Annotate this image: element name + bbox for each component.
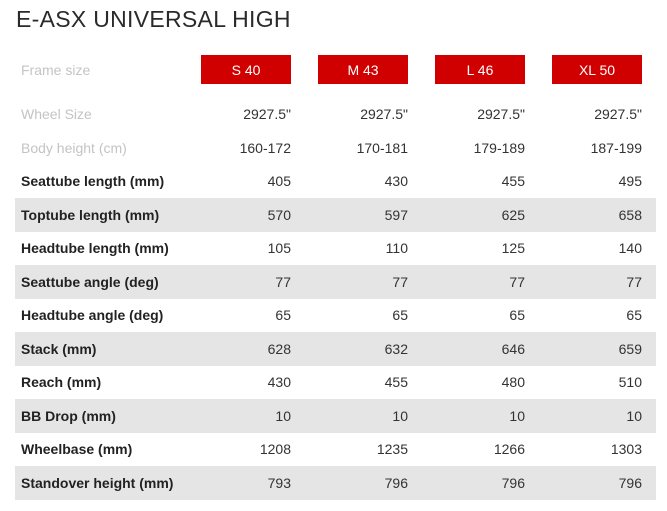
table-cell: 796 xyxy=(384,474,408,491)
table-cell: 632 xyxy=(384,340,408,357)
row-label: BB Drop (mm) xyxy=(21,407,116,424)
table-row-reach: Reach (mm) 430 455 480 510 xyxy=(15,366,656,400)
table-cell: 659 xyxy=(618,340,642,357)
table-cell: 110 xyxy=(385,240,408,257)
table-cell: 2927.5" xyxy=(243,106,291,123)
row-label: Body height (cm) xyxy=(21,139,127,156)
table-row-body-height: Body height (cm) 160-172 170-181 179-189… xyxy=(15,131,656,165)
table-cell: 170-181 xyxy=(356,139,408,156)
table-cell: 570 xyxy=(267,206,291,223)
table-cell: 2927.5" xyxy=(360,106,408,123)
table-cell: 179-189 xyxy=(473,139,525,156)
table-cell: 10 xyxy=(509,407,525,424)
table-cell: 2927.5" xyxy=(477,106,525,123)
table-row-bb-drop: BB Drop (mm) 10 10 10 10 xyxy=(15,399,656,433)
table-row-wheelbase: Wheelbase (mm) 1208 1235 1266 1303 xyxy=(15,433,656,467)
row-label: Stack (mm) xyxy=(21,340,97,357)
size-button-s40[interactable]: S 40 xyxy=(201,55,291,84)
table-cell: 480 xyxy=(501,374,525,391)
table-cell: 65 xyxy=(392,307,408,324)
page-title: E-ASX UNIVERSAL HIGH xyxy=(16,6,291,32)
frame-size-label: Frame size xyxy=(21,61,91,78)
table-cell: 77 xyxy=(392,273,408,290)
table-cell: 10 xyxy=(626,407,642,424)
table-cell: 495 xyxy=(618,173,642,190)
table-cell: 455 xyxy=(501,173,525,190)
table-row-headtube-angle: Headtube angle (deg) 65 65 65 65 xyxy=(15,299,656,333)
table-cell: 625 xyxy=(501,206,525,223)
table-cell: 160-172 xyxy=(239,139,291,156)
table-cell: 1266 xyxy=(493,441,525,458)
spacer xyxy=(15,87,656,98)
table-row-seattube-angle: Seattube angle (deg) 77 77 77 77 xyxy=(15,265,656,299)
table-cell: 65 xyxy=(626,307,642,324)
table-cell: 65 xyxy=(509,307,525,324)
table-cell: 65 xyxy=(275,307,291,324)
size-button-xl50[interactable]: XL 50 xyxy=(552,55,642,84)
table-cell: 646 xyxy=(501,340,525,357)
geometry-table: Frame size S 40 M 43 L 46 XL 50 Wheel Si… xyxy=(15,53,656,500)
table-cell: 77 xyxy=(509,273,525,290)
row-label: Toptube length (mm) xyxy=(21,206,160,223)
row-label: Seattube length (mm) xyxy=(21,173,165,190)
table-cell: 597 xyxy=(384,206,408,223)
table-cell: 77 xyxy=(626,273,642,290)
table-cell: 405 xyxy=(267,173,291,190)
table-row-headtube-length: Headtube length (mm) 105 110 125 140 xyxy=(15,232,656,266)
row-label: Wheelbase (mm) xyxy=(21,441,133,458)
table-cell: 10 xyxy=(275,407,291,424)
table-cell: 430 xyxy=(267,374,291,391)
table-row-toptube-length: Toptube length (mm) 570 597 625 658 xyxy=(15,198,656,232)
table-cell: 77 xyxy=(275,273,291,290)
table-cell: 510 xyxy=(618,374,642,391)
size-button-m43[interactable]: M 43 xyxy=(318,55,408,84)
table-row-seattube-length: Seattube length (mm) 405 430 455 495 xyxy=(15,165,656,199)
table-cell: 105 xyxy=(267,240,291,257)
table-cell: 1235 xyxy=(376,441,408,458)
row-label: Headtube length (mm) xyxy=(21,240,169,257)
table-cell: 628 xyxy=(267,340,291,357)
table-cell: 1303 xyxy=(610,441,642,458)
row-label: Headtube angle (deg) xyxy=(21,307,164,324)
frame-size-row: Frame size S 40 M 43 L 46 XL 50 xyxy=(15,53,656,87)
row-label: Standover height (mm) xyxy=(21,474,174,491)
table-cell: 140 xyxy=(618,240,642,257)
row-label: Seattube angle (deg) xyxy=(21,273,159,290)
table-cell: 658 xyxy=(618,206,642,223)
table-cell: 796 xyxy=(618,474,642,491)
table-row-standover-height: Standover height (mm) 793 796 796 796 xyxy=(15,466,656,500)
table-cell: 2927.5" xyxy=(594,106,642,123)
table-cell: 796 xyxy=(501,474,525,491)
table-cell: 1208 xyxy=(259,441,291,458)
table-cell: 187-199 xyxy=(590,139,642,156)
table-cell: 10 xyxy=(392,407,408,424)
table-row-stack: Stack (mm) 628 632 646 659 xyxy=(15,332,656,366)
table-cell: 455 xyxy=(384,374,408,391)
table-row-wheel-size: Wheel Size 2927.5" 2927.5" 2927.5" 2927.… xyxy=(15,98,656,132)
table-cell: 430 xyxy=(384,173,408,190)
table-cell: 793 xyxy=(267,474,291,491)
size-button-l46[interactable]: L 46 xyxy=(435,55,525,84)
table-cell: 125 xyxy=(501,240,525,257)
row-label: Wheel Size xyxy=(21,106,92,123)
row-label: Reach (mm) xyxy=(21,374,102,391)
